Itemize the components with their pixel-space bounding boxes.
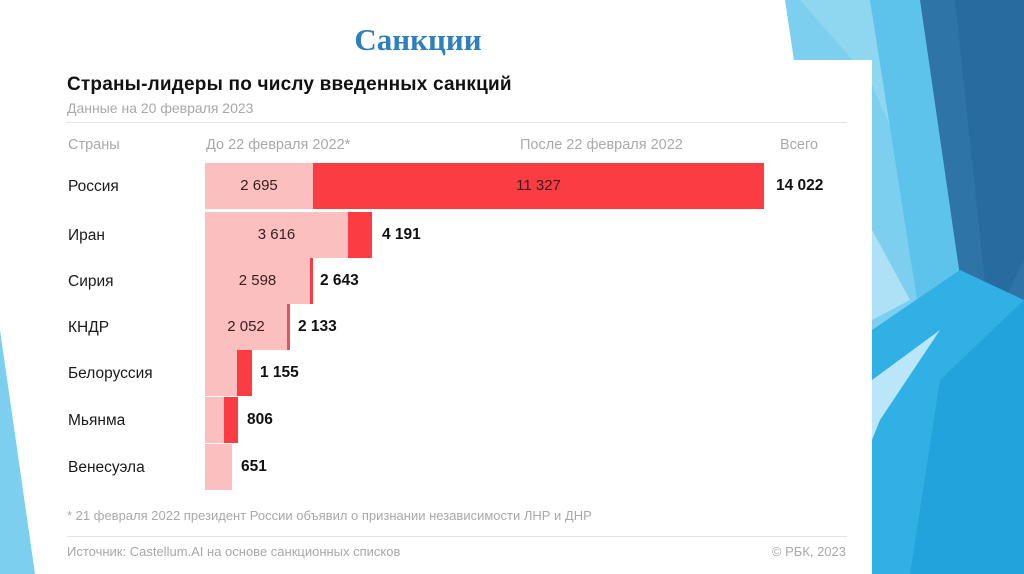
value-total: 14 022: [776, 177, 824, 194]
header-total: Всего: [780, 137, 819, 153]
bar-after: [224, 397, 238, 443]
country-label: Белоруссия: [68, 365, 153, 382]
bar-before: [205, 397, 224, 443]
bar-before: [205, 163, 313, 209]
country-label: Иран: [68, 227, 105, 244]
chart-card: Страны-лидеры по числу введенных санкций…: [52, 60, 872, 574]
value-total: 2 133: [298, 318, 337, 335]
country-label: Венесуэла: [68, 459, 145, 476]
slide-title: Санкции: [354, 22, 482, 57]
bar-after: [310, 258, 313, 304]
bar-after: [348, 212, 372, 258]
value-total: 651: [241, 458, 267, 475]
value-before: 2 695: [240, 177, 278, 194]
chart-row-russia: Россия 2 695 11 327 14 022: [52, 163, 872, 210]
bar-before: [205, 350, 237, 396]
value-before: 2 598: [238, 272, 277, 289]
value-total: 2 643: [320, 272, 359, 289]
value-total: 806: [247, 411, 273, 428]
value-after: 11 327: [516, 177, 561, 194]
country-label: КНДР: [68, 319, 110, 336]
country-label: Сирия: [68, 273, 114, 290]
footnote: * 21 февраля 2022 президент России объяв…: [67, 508, 592, 523]
country-label: Россия: [68, 178, 119, 195]
chart-row-dprk: КНДР 2 052 2 133: [52, 304, 872, 351]
chart-row-belarus: Белоруссия 1 155: [52, 350, 872, 397]
chart-subtitle: Данные на 20 февраля 2023: [67, 100, 254, 116]
country-label: Мьянма: [68, 412, 126, 429]
bar-after: [237, 350, 252, 396]
value-before: 2 052: [227, 318, 265, 335]
header-countries: Страны: [68, 137, 120, 153]
bar-after: [313, 163, 764, 209]
chart-title: Страны-лидеры по числу введенных санкций: [67, 74, 512, 95]
header-after: После 22 февраля 2022: [520, 137, 683, 153]
bar-before: [205, 444, 232, 490]
chart-row-myanmar: Мьянма 806: [52, 397, 872, 444]
chart-row-venezuela: Венесуэла 651: [52, 444, 872, 491]
bar-before: [205, 212, 348, 258]
header-divider: [67, 122, 847, 123]
value-before: 3 616: [257, 226, 296, 243]
source-note: Источник: Castellum.AI на основе санкцио…: [67, 544, 401, 559]
bar-before: [205, 258, 310, 304]
bar-after: [287, 304, 290, 350]
footer-divider: [67, 536, 847, 537]
copyright: © РБК, 2023: [771, 544, 846, 559]
chart-row-syria: Сирия 2 598 2 643: [52, 258, 872, 305]
header-before: До 22 февраля 2022*: [206, 137, 351, 153]
bar-before: [205, 304, 287, 350]
chart-row-iran: Иран 3 616 4 191: [52, 212, 872, 259]
value-total: 1 155: [260, 364, 299, 381]
value-total: 4 191: [382, 226, 421, 243]
